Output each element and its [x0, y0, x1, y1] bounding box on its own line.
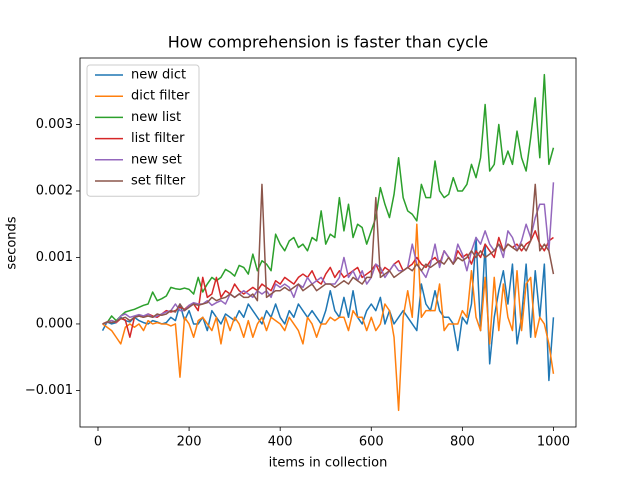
chart-title: How comprehension is faster than cycle [168, 33, 489, 52]
line-series [101, 236, 555, 382]
x-tick-label: 0 [94, 435, 102, 450]
x-tick-label: 800 [450, 435, 475, 450]
x-tick-label: 200 [177, 435, 202, 450]
line-series [102, 183, 555, 325]
y-tick-label: 0.000 [36, 316, 73, 331]
legend-label: new list [131, 110, 181, 125]
axes-frame [79, 57, 577, 428]
line-series [102, 223, 555, 412]
legend-label: set filter [131, 174, 186, 189]
y-tick-label: 0.001 [36, 250, 73, 265]
x-tick-label: 400 [268, 435, 293, 450]
y-axis-label: seconds [5, 216, 20, 269]
y-tick-label: −0.001 [25, 383, 73, 398]
legend-label: dict filter [131, 89, 190, 104]
legend-label: new set [131, 152, 182, 167]
legend-label: list filter [131, 131, 185, 146]
legend-box [86, 64, 200, 197]
y-tick-label: 0.003 [36, 117, 73, 132]
legend-label: new dict [131, 68, 186, 83]
line-series [102, 73, 555, 325]
x-tick-label: 1000 [537, 435, 570, 450]
y-tick-label: 0.002 [36, 183, 73, 198]
x-axis-label: items in collection [269, 456, 388, 471]
x-tick-label: 600 [359, 435, 384, 450]
